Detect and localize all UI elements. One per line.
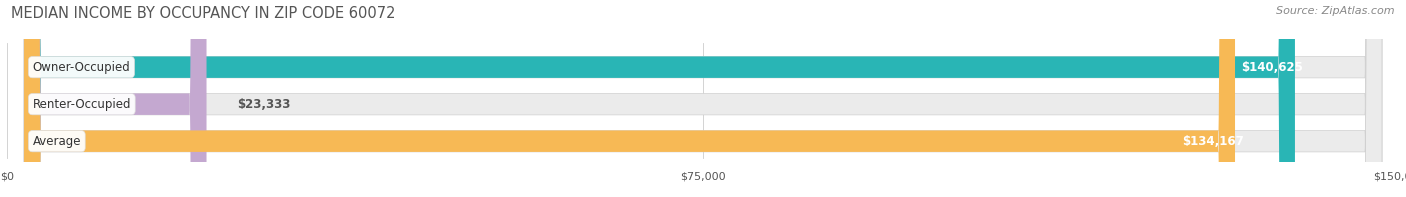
Text: $134,167: $134,167: [1182, 135, 1243, 148]
FancyBboxPatch shape: [24, 0, 1382, 197]
Text: MEDIAN INCOME BY OCCUPANCY IN ZIP CODE 60072: MEDIAN INCOME BY OCCUPANCY IN ZIP CODE 6…: [11, 6, 395, 21]
Text: Renter-Occupied: Renter-Occupied: [32, 98, 131, 111]
FancyBboxPatch shape: [24, 0, 207, 197]
FancyBboxPatch shape: [24, 0, 1382, 197]
FancyBboxPatch shape: [24, 0, 1295, 197]
Text: Source: ZipAtlas.com: Source: ZipAtlas.com: [1277, 6, 1395, 16]
FancyBboxPatch shape: [24, 0, 1382, 197]
Text: $140,625: $140,625: [1241, 61, 1303, 74]
FancyBboxPatch shape: [24, 0, 1234, 197]
Text: Average: Average: [32, 135, 82, 148]
Text: $23,333: $23,333: [238, 98, 291, 111]
Text: Owner-Occupied: Owner-Occupied: [32, 61, 131, 74]
